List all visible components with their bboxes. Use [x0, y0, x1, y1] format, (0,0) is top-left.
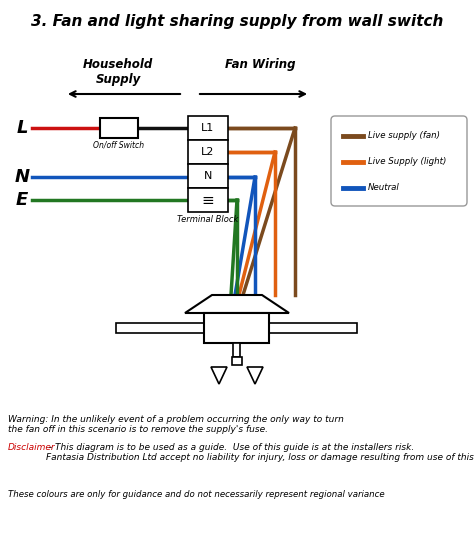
Text: Terminal Block: Terminal Block	[177, 215, 239, 224]
Text: Live Supply (light): Live Supply (light)	[368, 158, 447, 166]
Bar	[188, 116, 228, 140]
Text: On/off Switch: On/off Switch	[93, 141, 145, 150]
Bar	[100, 118, 138, 138]
Bar	[270, 323, 357, 333]
Text: Warning: In the unlikely event of a problem occurring the only way to turn
the f: Warning: In the unlikely event of a prob…	[8, 415, 344, 435]
Bar	[117, 323, 204, 333]
Text: ≡: ≡	[201, 193, 214, 208]
Text: Fan Wiring: Fan Wiring	[225, 58, 295, 71]
Text: E: E	[16, 191, 28, 209]
Text: L: L	[16, 119, 28, 137]
Text: N: N	[14, 168, 29, 186]
Text: N: N	[204, 171, 212, 181]
Text: Disclaimer: Disclaimer	[8, 443, 55, 452]
Polygon shape	[185, 295, 289, 313]
FancyBboxPatch shape	[331, 116, 467, 206]
Text: L2: L2	[201, 147, 215, 157]
Bar	[204, 313, 270, 343]
Bar	[234, 343, 240, 357]
Text: Neutral: Neutral	[368, 184, 400, 193]
Bar	[188, 140, 228, 164]
Bar	[188, 164, 228, 188]
Text: Live supply (fan): Live supply (fan)	[368, 132, 440, 140]
Bar	[188, 188, 228, 212]
Polygon shape	[211, 367, 227, 384]
Text: L1: L1	[201, 123, 215, 133]
Bar	[232, 357, 242, 365]
Text: Household
Supply: Household Supply	[83, 58, 153, 86]
Text: 3. Fan and light sharing supply from wall switch: 3. Fan and light sharing supply from wal…	[31, 14, 443, 29]
Polygon shape	[247, 367, 263, 384]
Text: - This diagram is to be used as a guide.  Use of this guide is at the installers: - This diagram is to be used as a guide.…	[46, 443, 474, 462]
Text: These colours are only for guidance and do not necessarily represent regional va: These colours are only for guidance and …	[8, 490, 384, 499]
